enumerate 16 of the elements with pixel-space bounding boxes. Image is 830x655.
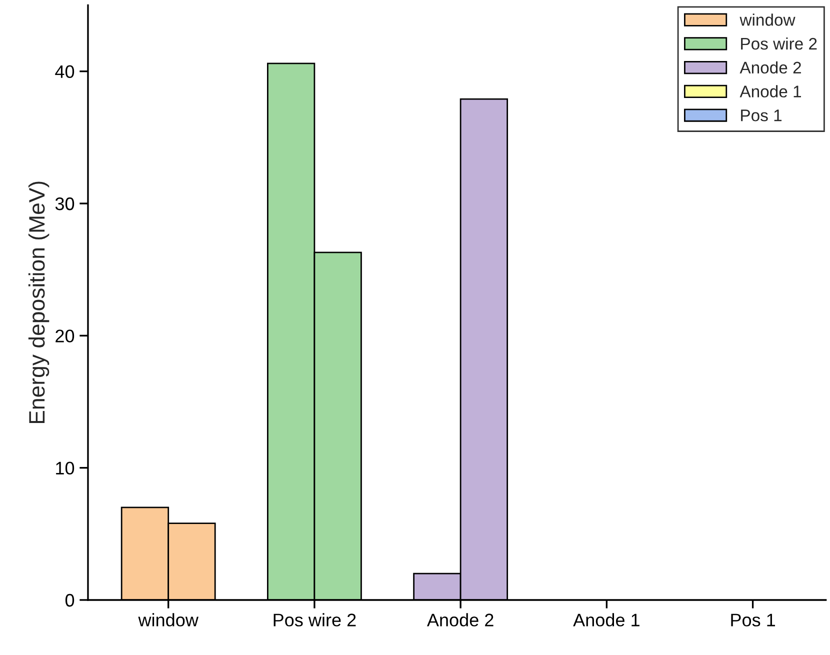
x-tick-label: Pos wire 2 (274, 613, 356, 626)
x-tick-label: Anode 2 (426, 613, 494, 626)
legend-label: Anode 1 (740, 85, 801, 98)
y-tick-label: 10 (56, 462, 74, 475)
y-tick-label: 0 (65, 594, 74, 607)
x-tick-label: window (138, 613, 198, 626)
y-axis-title: Energy deposition (MeV) (28, 182, 50, 424)
y-tick-label: 40 (55, 65, 74, 78)
legend-label: Pos wire 2 (741, 37, 817, 50)
y-tick-label: 30 (55, 197, 74, 210)
x-tick-label: Pos 1 (731, 614, 775, 626)
x-tick-label: Anode 1 (573, 613, 640, 626)
y-tick-label: 20 (56, 330, 74, 342)
legend-label: window (740, 14, 796, 26)
legend-label: Anode 2 (740, 61, 801, 74)
legend-label: Pos 1 (741, 110, 782, 122)
